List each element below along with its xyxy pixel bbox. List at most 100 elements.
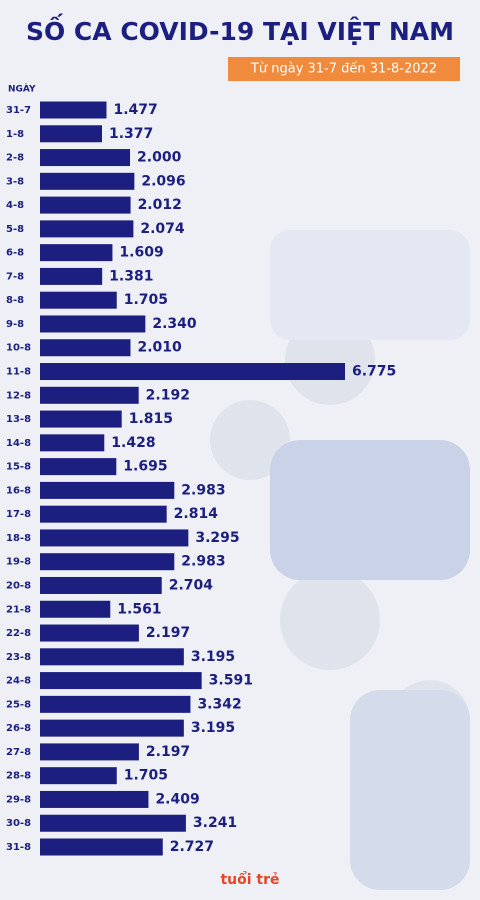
value-label: 6.775: [352, 364, 396, 380]
bar: [40, 172, 135, 190]
subtitle-box: [228, 57, 460, 81]
y-tick-label: 31-8: [6, 842, 31, 853]
value-label: 1.561: [117, 601, 161, 617]
bar: [40, 743, 139, 761]
value-label: 2.704: [169, 577, 214, 593]
bar: [40, 363, 345, 381]
bar: [40, 648, 184, 666]
y-tick-label: 6-8: [6, 248, 24, 259]
y-tick-label: 18-8: [6, 533, 31, 544]
bar: [40, 386, 139, 404]
y-tick-label: 28-8: [6, 771, 31, 782]
y-tick-label: 16-8: [6, 485, 31, 496]
bar: [40, 125, 102, 143]
y-tick-label: 15-8: [6, 462, 31, 473]
y-tick-label: 23-8: [6, 652, 31, 663]
value-label: 2.197: [146, 744, 190, 760]
y-tick-label: 29-8: [6, 794, 31, 805]
bar: [40, 505, 167, 523]
chart-title: SỐ CA COVID-19 TẠI VIỆT NAM: [26, 13, 454, 46]
value-label: 3.591: [209, 673, 253, 689]
value-label: 2.074: [140, 221, 185, 237]
y-tick-label: 10-8: [6, 343, 31, 354]
subtitle: Từ ngày 31-7 đến 31-8-2022: [250, 62, 437, 77]
value-label: 1.428: [111, 435, 155, 451]
bar: [40, 244, 113, 262]
bar: [40, 481, 175, 499]
value-label: 2.340: [152, 316, 197, 332]
value-label: 1.705: [124, 292, 168, 308]
y-tick-label: 13-8: [6, 414, 31, 425]
y-tick-label: 31-7: [6, 105, 31, 116]
y-tick-label: 24-8: [6, 676, 31, 687]
value-label: 1.377: [109, 126, 153, 142]
value-label: 2.096: [141, 173, 185, 189]
value-label: 2.010: [137, 340, 182, 356]
bar: [40, 814, 186, 832]
bar: [40, 101, 107, 119]
value-label: 1.705: [124, 768, 168, 784]
value-label: 3.342: [197, 696, 241, 712]
value-label: 2.000: [137, 150, 182, 166]
y-tick-label: 26-8: [6, 723, 31, 734]
value-label: 2.983: [181, 554, 225, 570]
axis-label: NGÀY: [8, 83, 36, 95]
bar: [40, 600, 111, 618]
value-label: 3.295: [195, 530, 239, 546]
bar: [40, 624, 139, 642]
y-tick-label: 8-8: [6, 295, 24, 306]
bar: [40, 576, 162, 594]
value-label: 2.727: [170, 839, 214, 855]
value-label: 1.477: [113, 102, 157, 118]
y-tick-label: 5-8: [6, 224, 24, 235]
value-label: 2.983: [181, 482, 225, 498]
value-label: 1.381: [109, 268, 153, 284]
y-tick-label: 17-8: [6, 509, 31, 520]
value-label: 1.609: [119, 245, 163, 261]
y-tick-label: 3-8: [6, 176, 24, 187]
bar: [40, 291, 117, 309]
value-label: 1.815: [129, 411, 173, 427]
y-tick-label: 12-8: [6, 390, 31, 401]
bar: [40, 410, 122, 428]
y-tick-label: 4-8: [6, 200, 24, 211]
y-tick-label: 14-8: [6, 438, 31, 449]
value-label: 2.814: [174, 506, 219, 522]
bar: [40, 149, 131, 167]
y-tick-label: 9-8: [6, 319, 24, 330]
bar: [40, 672, 202, 690]
bar: [40, 196, 131, 214]
y-tick-label: 7-8: [6, 271, 24, 282]
value-label: 2.409: [155, 791, 199, 807]
bar: [40, 838, 163, 856]
value-label: 3.195: [191, 720, 235, 736]
y-tick-label: 25-8: [6, 699, 31, 710]
bar: [40, 553, 175, 571]
y-tick-label: 30-8: [6, 818, 31, 829]
bar: [40, 458, 117, 476]
value-label: 2.197: [146, 625, 190, 641]
bar: [40, 267, 103, 285]
bar: [40, 695, 191, 713]
logo: tuổi trẻ: [220, 871, 279, 888]
value-label: 3.195: [191, 649, 235, 665]
y-tick-label: 22-8: [6, 628, 31, 639]
y-tick-label: 1-8: [6, 129, 24, 140]
bar: [40, 434, 105, 452]
value-label: 3.241: [193, 815, 237, 831]
bar: [40, 790, 149, 808]
bar: [40, 315, 146, 333]
y-tick-label: 21-8: [6, 604, 31, 615]
y-tick-label: 27-8: [6, 747, 31, 758]
value-label: 2.192: [146, 387, 190, 403]
y-tick-label: 19-8: [6, 557, 31, 568]
bar: [40, 719, 184, 737]
bar: [40, 339, 131, 357]
value-label: 2.012: [138, 197, 182, 213]
y-tick-label: 20-8: [6, 580, 31, 591]
decoration: [210, 230, 470, 890]
value-label: 1.695: [123, 459, 167, 475]
bar: [40, 220, 134, 238]
